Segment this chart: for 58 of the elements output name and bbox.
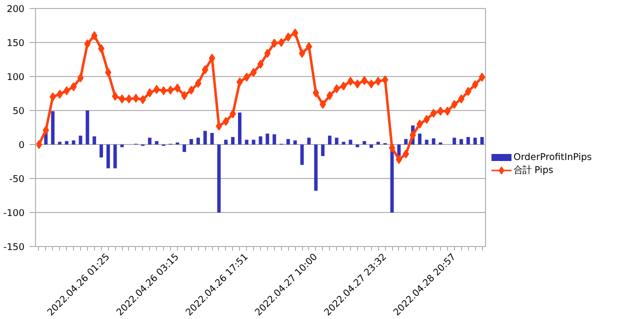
bar	[293, 140, 297, 144]
bar	[266, 134, 270, 144]
bar	[452, 138, 456, 144]
y-tick-label: 200	[6, 4, 25, 15]
bar	[244, 140, 248, 144]
bar	[286, 139, 290, 144]
legend-label: 合計 Pips	[514, 165, 554, 176]
bar	[100, 144, 103, 158]
bar	[120, 144, 124, 148]
bar	[473, 138, 477, 144]
bar	[362, 141, 366, 144]
bar	[224, 140, 228, 144]
bar	[404, 139, 408, 144]
bar	[342, 142, 346, 144]
bar	[321, 144, 325, 156]
y-tick-label: -150	[3, 242, 25, 253]
bar	[64, 141, 68, 144]
legend-label: OrderProfitInPips	[514, 152, 592, 163]
bar	[272, 134, 276, 144]
y-tick-label: -100	[3, 208, 25, 219]
bar	[231, 137, 235, 144]
bar	[432, 138, 436, 144]
bar	[210, 132, 214, 144]
bar	[314, 144, 318, 191]
y-tick-label: 0	[18, 140, 25, 151]
y-tick-label: 50	[12, 106, 25, 117]
bar	[460, 139, 463, 144]
y-tick-label: 100	[6, 72, 25, 83]
bar	[370, 144, 373, 148]
bar	[190, 139, 193, 144]
bar	[203, 130, 207, 144]
bar	[217, 144, 221, 212]
bar	[92, 136, 96, 144]
bar	[328, 136, 332, 144]
bar	[196, 138, 200, 144]
bar	[480, 137, 484, 144]
bar	[148, 138, 152, 144]
bar	[300, 144, 304, 165]
bar	[86, 110, 90, 144]
bar	[252, 140, 256, 144]
bar	[418, 134, 422, 144]
bar	[154, 141, 158, 144]
bar	[72, 140, 76, 144]
bar	[348, 140, 352, 144]
bar	[106, 144, 110, 168]
bar	[356, 144, 360, 148]
bar	[334, 138, 338, 144]
bar	[51, 111, 55, 144]
bar	[376, 142, 380, 144]
bar	[424, 140, 428, 144]
bar	[238, 112, 242, 144]
bar	[58, 142, 62, 144]
bar	[307, 138, 311, 144]
bar	[113, 144, 117, 168]
bar	[182, 144, 186, 152]
y-tick-label: 150	[6, 38, 25, 49]
bar	[466, 137, 470, 144]
y-tick-label: -50	[9, 174, 25, 185]
